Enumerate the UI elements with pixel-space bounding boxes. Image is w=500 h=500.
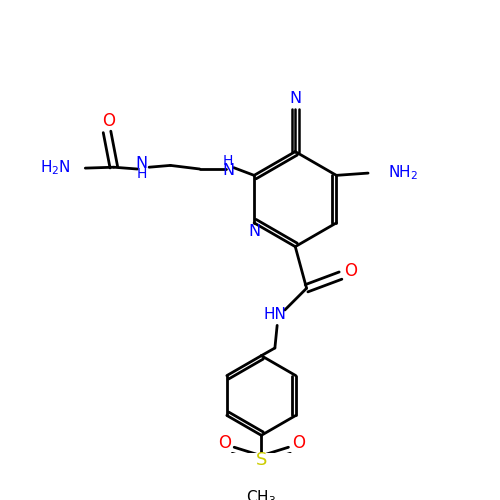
- Text: N: N: [136, 156, 148, 171]
- Text: O: O: [344, 262, 357, 280]
- Text: S: S: [256, 451, 267, 469]
- Text: H: H: [136, 168, 147, 181]
- Text: O: O: [218, 434, 230, 452]
- Text: CH$_3$: CH$_3$: [246, 488, 276, 500]
- Text: H$_2$N: H$_2$N: [40, 159, 71, 178]
- Text: HN: HN: [264, 307, 286, 322]
- Text: H: H: [223, 154, 234, 168]
- Text: O: O: [102, 112, 115, 130]
- Text: NH$_2$: NH$_2$: [388, 164, 418, 182]
- Text: O: O: [292, 434, 305, 452]
- Text: N: N: [289, 90, 302, 106]
- Text: N: N: [222, 164, 234, 178]
- Text: N: N: [248, 224, 260, 238]
